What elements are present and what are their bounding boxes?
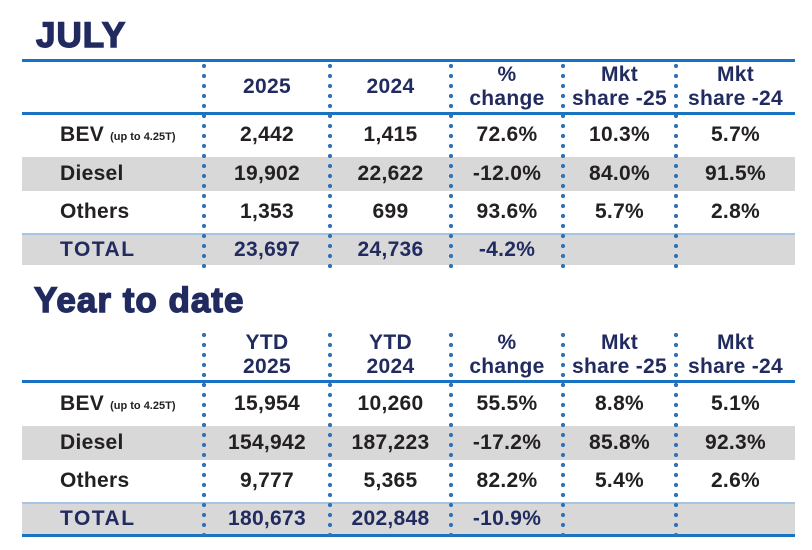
cell-value: 154,942: [227, 431, 306, 454]
cell-value: 202,848: [351, 507, 430, 530]
cell-value: 22,622: [357, 162, 424, 185]
july-table: 2025 2024 % change Mkt share -25 Mkt sha…: [22, 59, 795, 269]
cell-value: 1,353: [239, 200, 295, 223]
header-bottom-rule: [22, 380, 795, 383]
header-row: 2025 2024 % change Mkt share -25 Mkt sha…: [22, 62, 795, 112]
cell-value: -4.2%: [478, 238, 536, 261]
cell-value: 93.6%: [476, 200, 538, 223]
table-bottom-rule: [22, 534, 795, 537]
table-row-diesel: Diesel 19,902 22,622 -12.0% 84.0% 91.5%: [22, 157, 795, 191]
row-label: Diesel: [60, 431, 124, 454]
cell-value: 23,697: [233, 238, 301, 261]
dotted-separator: [561, 63, 565, 269]
cell-value: [676, 235, 795, 265]
dotted-separator: [328, 63, 332, 269]
cell-value: 1,415: [363, 123, 418, 146]
cell-value: 699: [372, 200, 409, 223]
ytd-table: YTD 2025 YTD 2024 % change Mkt share -25…: [22, 330, 795, 537]
table-row-others: Others 1,353 699 93.6% 5.7% 2.8%: [22, 195, 795, 229]
table-row-others: Others 9,777 5,365 82.2% 5.4% 2.6%: [22, 464, 795, 498]
column-header-blank: [22, 62, 204, 112]
row-note: (up to 4.25T): [110, 131, 176, 143]
cell-value: 72.6%: [476, 123, 538, 146]
dotted-separator: [674, 63, 678, 269]
column-header-pct-change: % change: [469, 63, 545, 110]
cell-value: 55.5%: [476, 392, 538, 415]
year-to-date-title: Year to date: [33, 280, 245, 320]
divider-light: [22, 502, 795, 504]
cell-value: 8.8%: [594, 392, 645, 415]
column-header-ytd-2025: YTD 2025: [243, 331, 291, 378]
cell-value: 19,902: [233, 162, 301, 185]
table-row-total: TOTAL 23,697 24,736 -4.2%: [22, 235, 795, 265]
column-header-mkt-share-24: Mkt share -24: [688, 63, 783, 110]
row-label: Diesel: [60, 162, 124, 185]
column-header-blank: [22, 330, 204, 380]
column-header-pct-change: % change: [469, 331, 545, 378]
cell-value: 92.3%: [704, 431, 767, 454]
cell-value: -17.2%: [472, 431, 542, 454]
cell-value: 180,673: [227, 507, 306, 530]
row-label: BEV (up to 4.25T): [60, 392, 176, 415]
table-row-bev: BEV (up to 4.25T) 2,442 1,415 72.6% 10.3%…: [22, 117, 795, 153]
cell-value: [563, 504, 676, 534]
cell-value: -10.9%: [472, 507, 542, 530]
cell-value: [676, 504, 795, 534]
cell-value: 5,365: [363, 469, 418, 492]
table-top-rule: [22, 59, 795, 62]
cell-value: 10.3%: [588, 123, 651, 146]
row-note: (up to 4.25T): [110, 400, 176, 412]
header-bottom-rule: [22, 112, 795, 115]
column-header-mkt-share-25: Mkt share -25: [572, 331, 667, 378]
divider-light: [22, 233, 795, 235]
table-row-bev: BEV (up to 4.25T) 15,954 10,260 55.5% 8.8…: [22, 386, 795, 422]
cell-value: 82.2%: [476, 469, 538, 492]
cell-value: 15,954: [233, 392, 301, 415]
row-label: BEV (up to 4.25T): [60, 123, 176, 146]
dotted-separator: [561, 332, 565, 536]
cell-value: 9,777: [239, 469, 295, 492]
cell-value: 2,442: [239, 123, 295, 146]
cell-value: 24,736: [357, 238, 424, 261]
cell-value: 91.5%: [704, 162, 767, 185]
row-label: TOTAL: [60, 507, 136, 530]
cell-value: 10,260: [357, 392, 424, 415]
row-label: TOTAL: [60, 238, 136, 261]
column-header-mkt-share-25: Mkt share -25: [572, 63, 667, 110]
july-title: JULY: [35, 15, 127, 55]
column-header-2025: 2025: [243, 75, 291, 98]
cell-value: 2.8%: [710, 200, 761, 223]
column-header-2024: 2024: [366, 75, 415, 98]
row-label: Others: [60, 200, 130, 223]
cell-value: 187,223: [351, 431, 430, 454]
cell-value: -12.0%: [472, 162, 542, 185]
cell-value: 84.0%: [588, 162, 651, 185]
cell-value: 5.7%: [710, 123, 761, 146]
column-header-mkt-share-24: Mkt share -24: [688, 331, 783, 378]
column-header-ytd-2024: YTD 2024: [366, 331, 415, 378]
cell-value: [563, 235, 676, 265]
header-row: YTD 2025 YTD 2024 % change Mkt share -25…: [22, 330, 795, 380]
table-row-total: TOTAL 180,673 202,848 -10.9%: [22, 504, 795, 534]
dotted-separator: [202, 332, 206, 536]
dotted-separator: [202, 63, 206, 269]
dotted-separator: [449, 332, 453, 536]
cell-value: 5.4%: [594, 469, 645, 492]
table-row-diesel: Diesel 154,942 187,223 -17.2% 85.8% 92.3…: [22, 426, 795, 460]
cell-value: 5.7%: [594, 200, 645, 223]
dotted-separator: [449, 63, 453, 269]
cell-value: 2.6%: [710, 469, 761, 492]
cell-value: 5.1%: [710, 392, 761, 415]
cell-value: 85.8%: [588, 431, 651, 454]
row-label: Others: [60, 469, 130, 492]
dotted-separator: [328, 332, 332, 536]
dotted-separator: [674, 332, 678, 536]
